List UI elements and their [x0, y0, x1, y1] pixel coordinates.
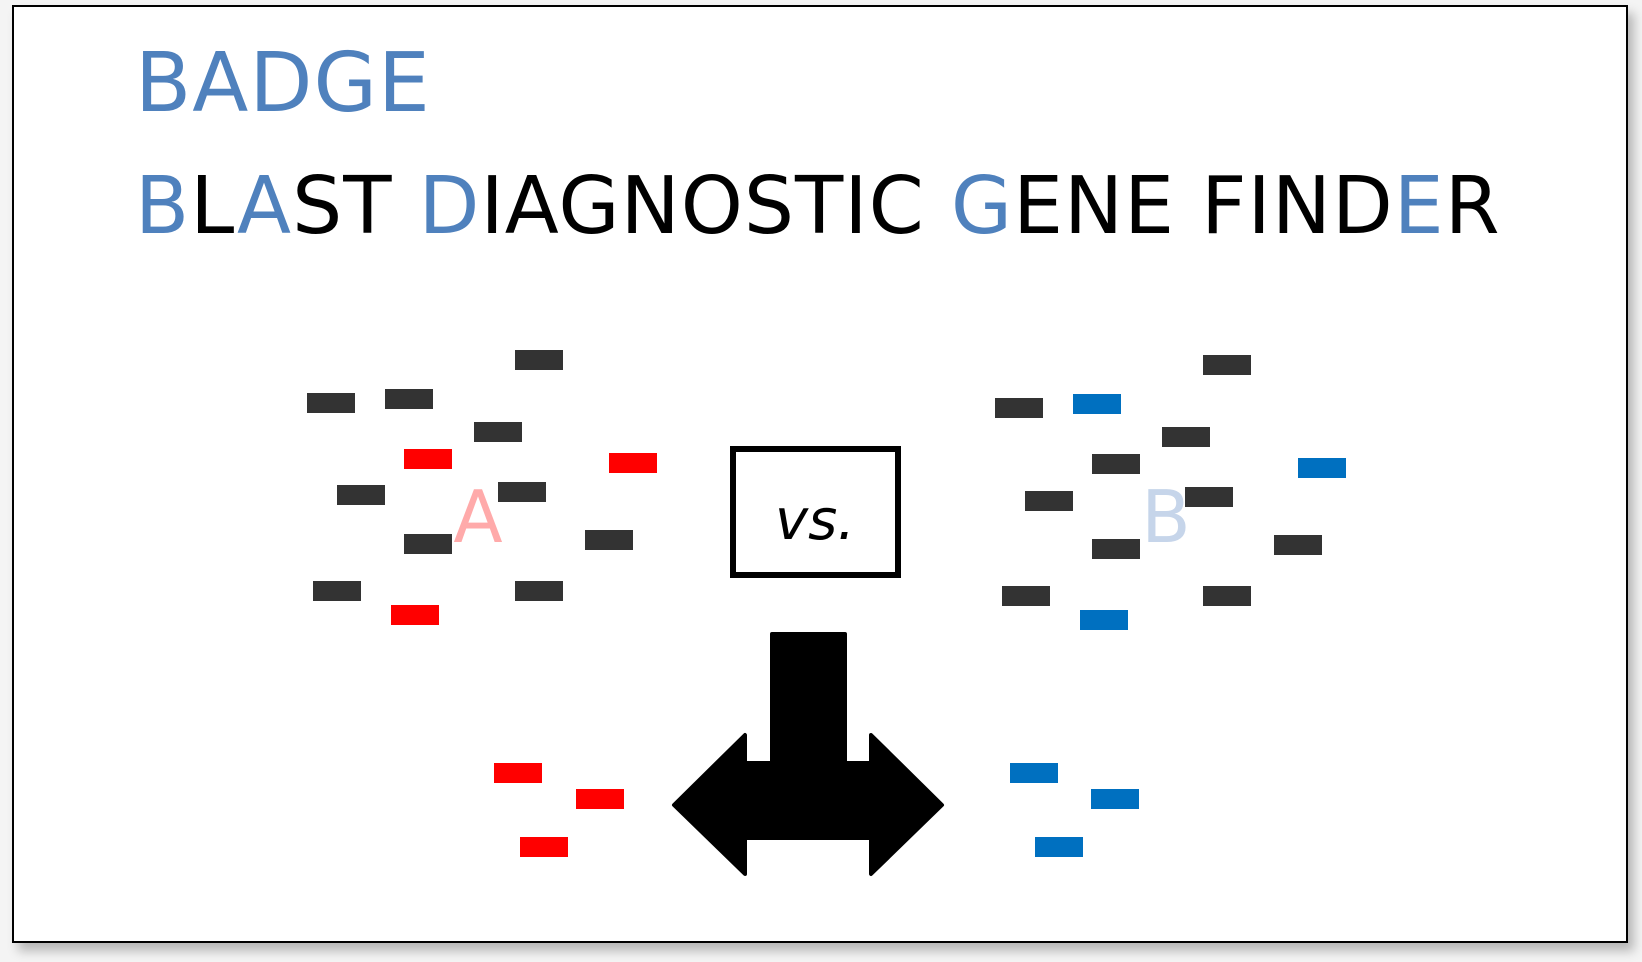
split-arrow-icon — [672, 632, 944, 876]
shared-gene-bar — [474, 422, 522, 442]
diagnostic-gene-b-bar — [1298, 458, 1346, 478]
shared-gene-bar — [1274, 535, 1322, 555]
shared-gene-bar — [585, 530, 633, 550]
acronym-letter: D — [418, 160, 481, 252]
shared-gene-bar — [995, 398, 1043, 418]
diagnostic-gene-b-bar — [1073, 394, 1121, 414]
shared-gene-bar — [385, 389, 433, 409]
genome-a-group: A — [307, 350, 657, 625]
acronym-letter: E — [1393, 160, 1445, 252]
acronym-expansion: BLAST DIAGNOSTIC GENE FINDER — [135, 167, 1501, 246]
acronym-letter: G — [950, 160, 1014, 252]
genome-b-group: B — [995, 355, 1346, 630]
shared-gene-bar — [515, 350, 563, 370]
diagnostic-gene-b-bar — [1010, 763, 1058, 783]
diagnostic-gene-a-bar — [404, 449, 452, 469]
acronym-text: IAGNOSTIC — [480, 160, 951, 252]
diagnostic-gene-b-bar — [1035, 837, 1083, 857]
shared-gene-bar — [1092, 539, 1140, 559]
shared-gene-bar — [1025, 491, 1073, 511]
shared-gene-bar — [337, 485, 385, 505]
output-genes-b — [1010, 763, 1139, 857]
acronym-text: R — [1444, 160, 1501, 252]
genome-a-label: A — [453, 475, 502, 559]
slide-title: BADGE — [135, 36, 431, 131]
diagnostic-gene-a-bar — [609, 453, 657, 473]
acronym-text: ST — [292, 160, 419, 252]
comparison-box: vs. — [730, 446, 901, 578]
comparison-box-border — [730, 446, 901, 578]
acronym-text: ENE FIND — [1013, 160, 1394, 252]
diagnostic-gene-a-bar — [391, 605, 439, 625]
comparison-label: vs. — [775, 488, 855, 553]
shared-gene-bar — [1203, 355, 1251, 375]
diagnostic-gene-a-bar — [520, 837, 568, 857]
acronym-text: L — [190, 160, 238, 252]
acronym-letter: A — [237, 160, 293, 252]
shared-gene-bar — [313, 581, 361, 601]
shared-gene-bar — [307, 393, 355, 413]
acronym-letter: B — [135, 160, 191, 252]
diagnostic-gene-a-bar — [576, 789, 624, 809]
shared-gene-bar — [1203, 586, 1251, 606]
diagnostic-gene-b-bar — [1080, 610, 1128, 630]
shared-gene-bar — [1002, 586, 1050, 606]
shared-gene-bar — [515, 581, 563, 601]
diagnostic-gene-b-bar — [1091, 789, 1139, 809]
genome-b-label: B — [1141, 475, 1190, 559]
shared-gene-bar — [404, 534, 452, 554]
output-genes-a — [494, 763, 624, 857]
shared-gene-bar — [498, 482, 546, 502]
diagnostic-gene-a-bar — [494, 763, 542, 783]
shared-gene-bar — [1162, 427, 1210, 447]
shared-gene-bar — [1092, 454, 1140, 474]
shared-gene-bar — [1185, 487, 1233, 507]
